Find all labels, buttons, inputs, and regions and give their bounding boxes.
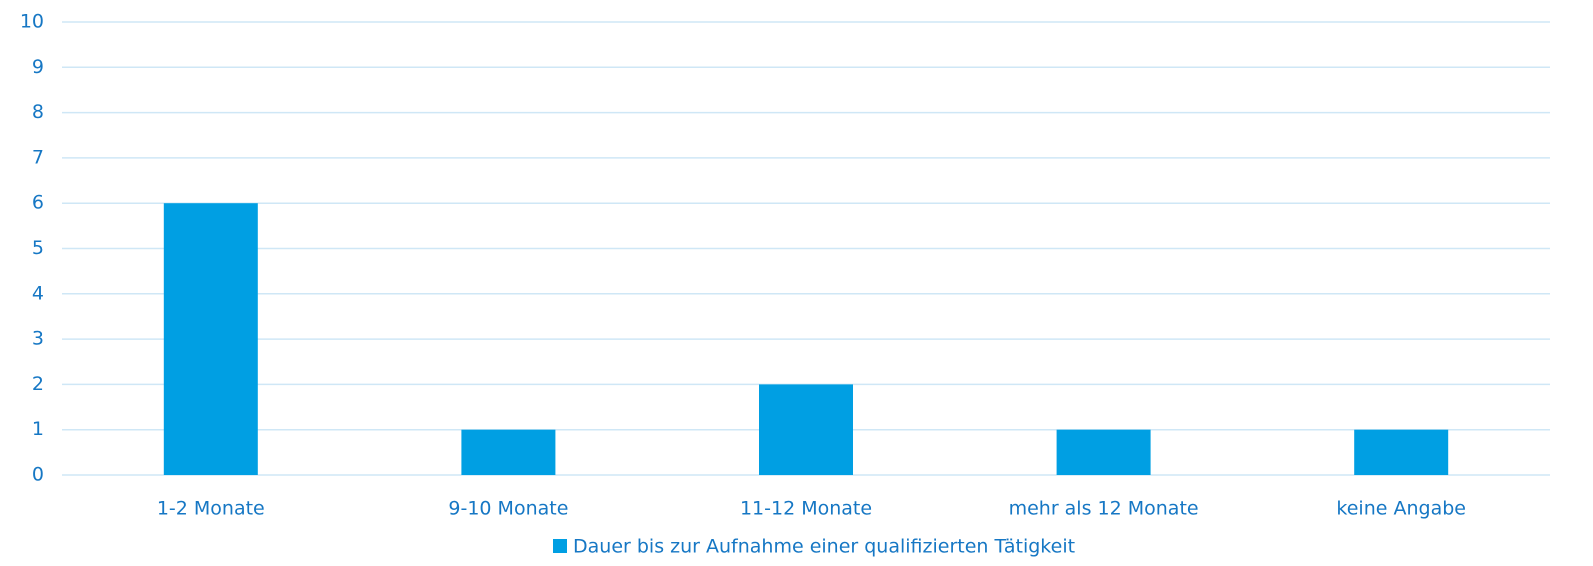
x-tick-label: 1-2 Monate: [157, 498, 265, 520]
y-tick-label: 7: [32, 146, 44, 168]
y-tick-label: 2: [32, 373, 44, 395]
bar: [163, 203, 258, 475]
bar: [759, 384, 853, 475]
y-tick-label: 3: [32, 328, 44, 350]
x-tick-label: mehr als 12 Monate: [1009, 498, 1199, 520]
y-tick-label: 0: [32, 464, 44, 486]
y-tick-label: 4: [32, 282, 44, 304]
x-tick-label: 11-12 Monate: [740, 498, 872, 520]
x-tick-label: keine Angabe: [1336, 498, 1466, 520]
y-tick-label: 5: [32, 237, 44, 259]
y-tick-label: 9: [32, 56, 44, 78]
bar: [1056, 429, 1151, 475]
bar: [1354, 429, 1449, 475]
legend-label: Dauer bis zur Aufnahme einer qualifizier…: [573, 536, 1075, 558]
legend-swatch: [553, 539, 567, 553]
y-tick-label: 10: [20, 11, 44, 33]
bar: [461, 429, 556, 475]
y-tick-label: 8: [32, 101, 44, 123]
y-tick-label: 6: [32, 192, 44, 214]
x-tick-label: 9-10 Monate: [448, 498, 568, 520]
y-tick-label: 1: [32, 418, 44, 440]
